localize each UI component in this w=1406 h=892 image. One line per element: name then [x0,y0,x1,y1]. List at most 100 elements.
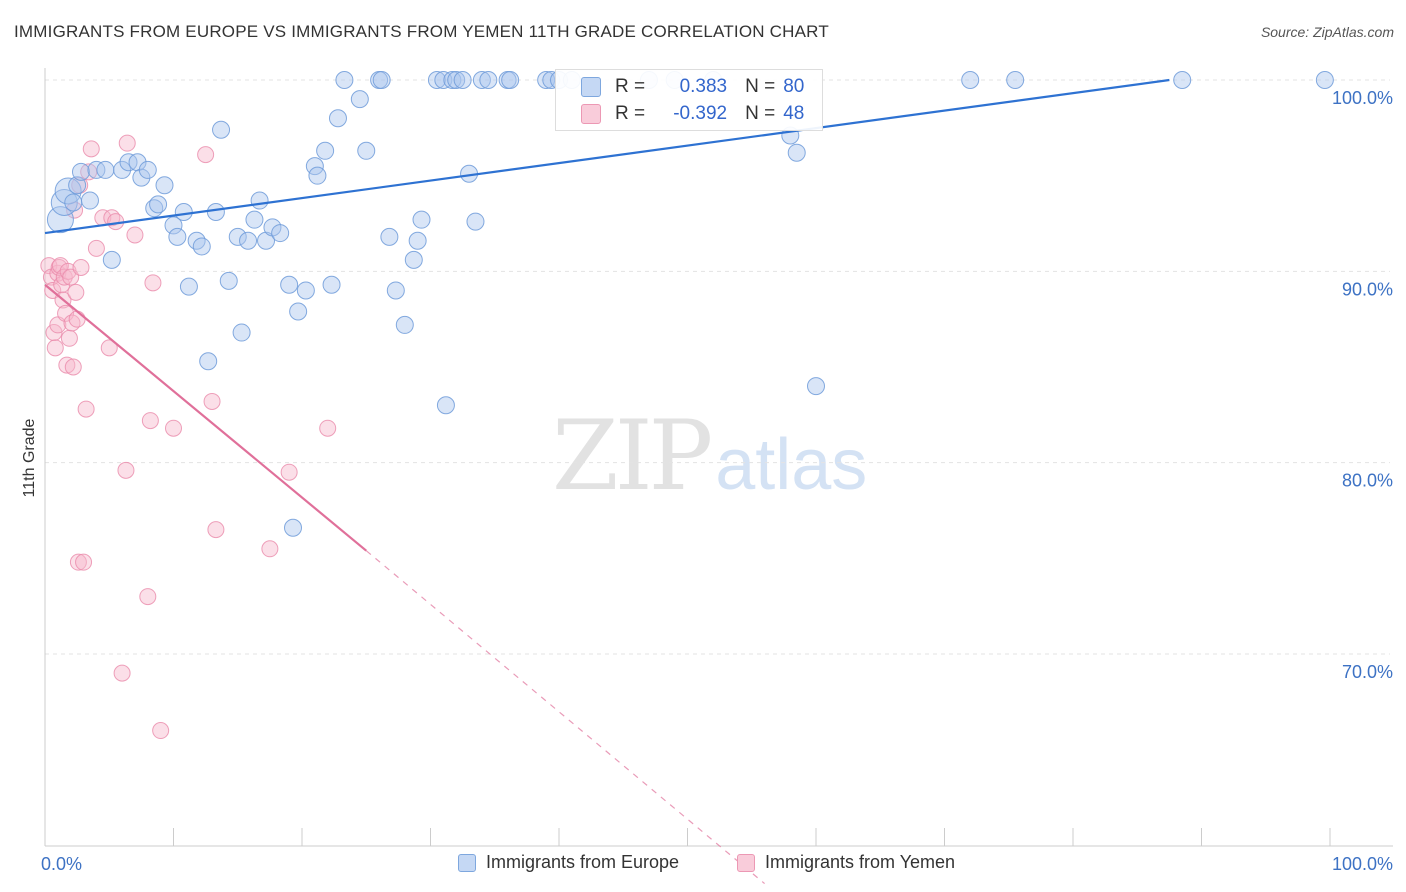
data-point-europe [436,396,455,415]
data-point-europe [308,166,327,185]
europe-n-value: 80 [783,76,805,97]
y-axis-label: 11th Grade [21,418,38,498]
data-point-europe [335,71,354,89]
europe-r-label: R = [615,76,646,97]
data-point-europe [68,176,87,195]
data-point-europe [228,227,247,246]
data-point-yemen [203,392,221,410]
data-point-europe [271,224,290,243]
data-point-europe [537,71,556,89]
data-point-europe [174,203,193,222]
data-point-europe [443,71,462,89]
data-point-europe [395,315,414,334]
data-point-europe [316,141,335,160]
data-point-europe [102,250,121,269]
data-point-europe [412,210,431,229]
data-point-yemen [67,283,85,301]
data-point-europe [219,271,238,290]
data-point-yemen [46,339,64,357]
data-point-europe [132,168,151,187]
data-point-europe [212,120,231,139]
series-europe-points [46,71,1334,537]
data-point-europe [64,193,83,212]
data-point-yemen [64,358,82,376]
data-point-europe [328,109,347,128]
data-point-europe [1006,71,1025,89]
data-point-yemen [100,339,118,357]
stats-row-yemen: R = -0.392 N = 48 [556,101,804,127]
data-point-europe [46,206,74,234]
data-point-europe [427,71,446,89]
data-point-europe [284,518,303,537]
data-point-europe [192,237,211,256]
data-point-yemen [152,722,170,740]
data-point-europe [453,71,472,89]
data-point-yemen [60,329,78,347]
bottom-legend: Immigrants from Europe Immigrants from Y… [0,852,1406,878]
legend-yemen-swatch [737,853,755,872]
data-point-yemen [117,461,135,479]
data-point-europe [1315,71,1334,89]
data-point-yemen [165,419,182,437]
data-point-yemen [141,412,159,430]
data-point-yemen [77,400,95,418]
data-point-yemen [75,553,93,571]
data-point-europe [961,71,980,89]
data-point-europe [71,162,90,181]
data-point-europe [404,250,423,269]
europe-r-value: 0.383 [679,76,728,97]
legend-europe-label: Immigrants from Europe [486,852,680,872]
data-point-europe [199,352,218,371]
data-point-europe [807,377,825,396]
data-point-europe [250,191,269,210]
data-point-europe [350,90,369,109]
legend-item-europe[interactable]: Immigrants from Europe [458,852,679,873]
data-point-yemen [319,419,337,437]
data-point-yemen [68,310,86,328]
legend-yemen-label: Immigrants from Yemen [765,852,956,872]
data-point-europe [245,210,264,229]
data-point-europe [206,203,225,222]
data-point-yemen [280,463,298,481]
data-point-europe [322,275,341,294]
y-tick-label: 90.0% [1342,279,1393,299]
data-point-europe [1173,71,1192,89]
data-point-europe [466,212,485,231]
data-point-yemen [82,140,100,158]
data-point-yemen [144,274,162,292]
data-point-europe [386,281,405,300]
data-point-europe [357,141,376,160]
yemen-r-label: R = [615,103,646,124]
yemen-r-value: -0.392 [673,103,728,124]
legend-item-yemen[interactable]: Immigrants from Yemen [737,852,955,873]
europe-swatch [581,77,601,97]
chart-source: Source: ZipAtlas.com [1260,24,1394,40]
yemen-swatch [581,104,601,124]
data-point-europe [96,160,115,179]
data-point-europe [239,231,258,250]
trend-line-yemen-extension [365,550,765,885]
data-point-europe [155,176,174,195]
data-point-yemen [87,239,105,257]
tick-labels: 70.0% 80.0% 90.0% 100.0% 0.0% 100.0% [41,88,1393,874]
data-point-yemen [45,324,63,342]
series-yemen-points [40,134,337,740]
data-point-yemen [72,259,90,277]
data-point-europe [289,302,308,321]
data-point-europe [479,71,498,89]
data-point-europe [787,143,806,162]
data-point-yemen [113,664,131,682]
data-point-yemen [69,553,87,571]
data-point-europe [179,277,198,296]
data-point-europe [138,160,157,179]
y-tick-label: 80.0% [1342,471,1393,491]
data-point-yemen [197,146,215,164]
data-point-yemen [126,226,144,244]
data-point-yemen [139,588,157,606]
data-point-europe [408,231,427,250]
data-point-yemen [261,540,279,558]
data-point-europe [80,191,99,210]
x-tick-label: 0.0% [41,854,82,874]
data-point-europe [380,227,399,246]
